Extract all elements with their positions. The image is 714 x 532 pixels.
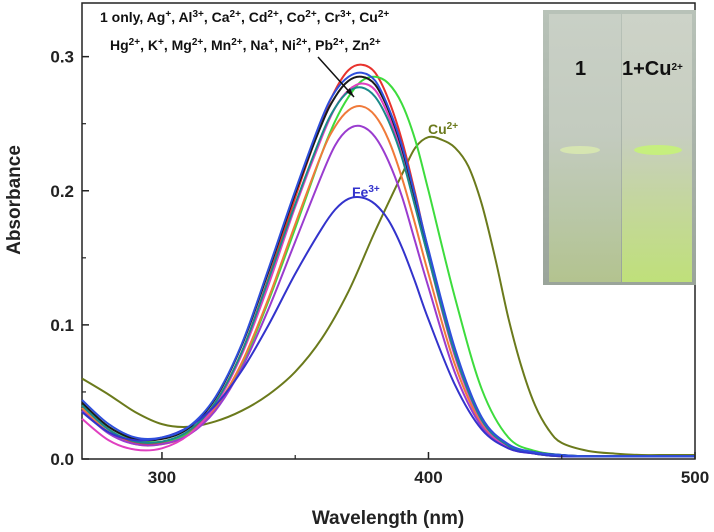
tick-layer: 300 400 500 0.0 0.1 0.2 0.3 bbox=[50, 48, 709, 487]
y-tick-label-0: 0.0 bbox=[50, 450, 74, 469]
annotation-fe: Fe3+ bbox=[352, 184, 380, 201]
annotation-pointer-arrowhead bbox=[346, 88, 354, 97]
y-tick-label-3: 0.3 bbox=[50, 48, 74, 67]
vial-right-meniscus bbox=[634, 145, 682, 155]
series-line-9 bbox=[81, 71, 695, 458]
series-line-0 bbox=[81, 135, 695, 457]
y-axis-label: Absorbance bbox=[4, 145, 25, 255]
x-tick-label-2: 500 bbox=[681, 468, 709, 487]
inset-photo: 1 1+Cu2+ bbox=[543, 10, 696, 285]
annotation-ions-line-2: Hg2+, K+, Mg2+, Mn2+, Na+, Ni2+, Pb2+, Z… bbox=[110, 37, 381, 54]
y-tick-label-1: 0.1 bbox=[50, 316, 74, 335]
vial-left-meniscus bbox=[560, 146, 600, 154]
series-layer bbox=[81, 63, 695, 458]
annotation-cu: Cu2+ bbox=[428, 121, 458, 138]
x-tick-label-0: 300 bbox=[148, 468, 176, 487]
x-axis-label: Wavelength (nm) bbox=[312, 508, 464, 529]
inset-label-left: 1 bbox=[575, 58, 586, 80]
y-tick-label-2: 0.2 bbox=[50, 182, 74, 201]
inset-label-right: 1+Cu2+ bbox=[622, 58, 683, 80]
annotation-ions-line-1: 1 only, Ag+, Al3+, Ca2+, Cd2+, Co2+, Cr3… bbox=[100, 9, 389, 26]
x-tick-label-1: 400 bbox=[414, 468, 442, 487]
